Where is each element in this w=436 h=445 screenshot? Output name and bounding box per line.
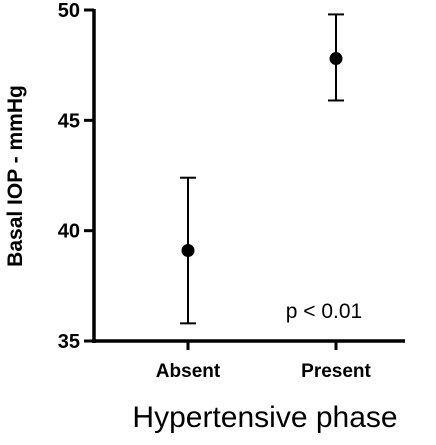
x-axis-ticks: Absent Present (156, 341, 372, 382)
y-tick-label: 45 (58, 110, 80, 132)
p-value-annotation: p < 0.01 (286, 300, 362, 323)
x-tick-label: Absent (156, 361, 221, 382)
x-axis-label: Hypertensive phase (132, 401, 397, 434)
y-tick-label: 35 (58, 331, 80, 353)
data-marks (180, 13, 344, 325)
y-axis-label: Basal IOP - mmHg (4, 85, 27, 267)
x-tick-label: Present (301, 361, 371, 382)
y-tick-label: 40 (58, 221, 80, 243)
data-point (329, 52, 343, 66)
y-tick-label: 50 (58, 0, 80, 22)
y-axis-ticks: 35 40 45 50 (58, 0, 94, 353)
data-point (181, 244, 195, 258)
